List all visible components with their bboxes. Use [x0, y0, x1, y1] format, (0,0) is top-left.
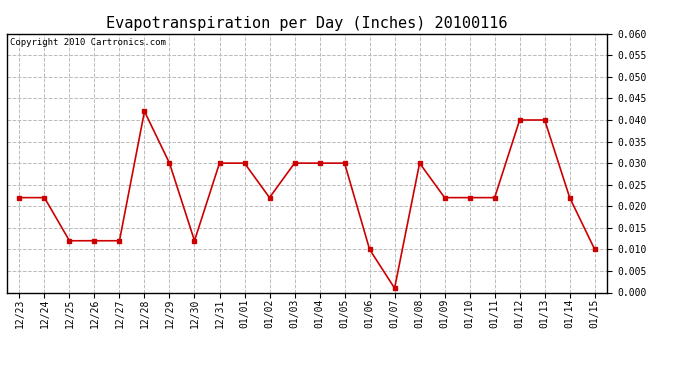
Text: Copyright 2010 Cartronics.com: Copyright 2010 Cartronics.com: [10, 38, 166, 46]
Title: Evapotranspiration per Day (Inches) 20100116: Evapotranspiration per Day (Inches) 2010…: [106, 16, 508, 31]
